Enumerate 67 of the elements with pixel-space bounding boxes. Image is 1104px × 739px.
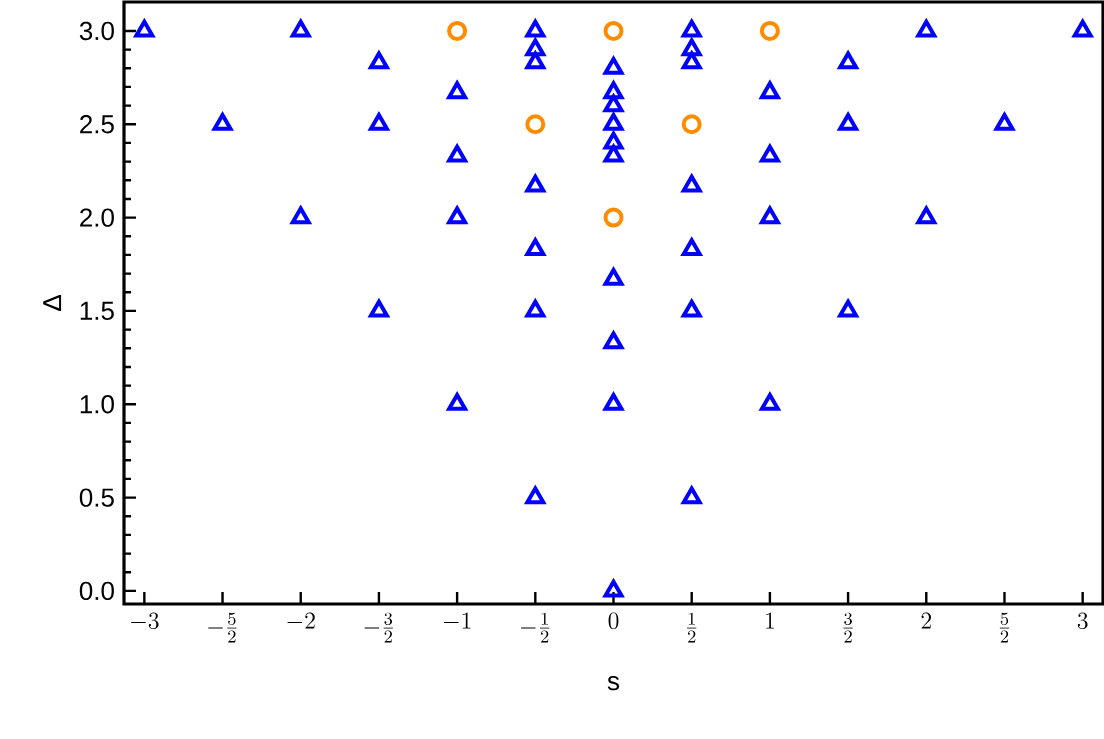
point (133, 17, 156, 38)
point (680, 172, 703, 193)
point (680, 17, 703, 38)
y-tick-label: 0.5 (79, 488, 114, 507)
x-tick-label: $-3$ (131, 612, 159, 630)
y-tick-label: 1.0 (80, 395, 114, 414)
point (368, 51, 389, 70)
point (759, 81, 780, 100)
point (525, 51, 546, 70)
y-tick-label: 1.5 (80, 301, 114, 320)
point (681, 51, 702, 70)
point (916, 206, 937, 225)
point (681, 238, 702, 256)
x-tick-label: $3$ (1077, 612, 1088, 630)
point (603, 331, 624, 350)
x-tick-label: $-\frac{5}{2}$ (208, 612, 237, 643)
point (759, 206, 780, 225)
point (524, 172, 547, 193)
y-tick-label: 0.0 (79, 581, 114, 601)
point (680, 297, 703, 318)
point (525, 38, 546, 57)
point (915, 17, 938, 38)
x-tick-label: $\frac{1}{2}$ (687, 612, 697, 643)
point (603, 20, 624, 41)
point (368, 113, 389, 131)
x-tick-label: $\frac{5}{2}$ (999, 612, 1010, 643)
x-tick-label: $-\frac{3}{2}$ (364, 612, 393, 643)
point (603, 113, 624, 131)
point (447, 20, 468, 41)
point (681, 38, 702, 57)
point (447, 81, 468, 100)
point (1071, 17, 1094, 38)
point (212, 113, 233, 131)
x-tick-label: $-1$ (443, 612, 471, 629)
point (602, 142, 625, 163)
point (603, 57, 624, 75)
point (603, 393, 624, 411)
point (838, 113, 859, 131)
point (524, 17, 547, 38)
point (524, 297, 547, 318)
point (290, 206, 311, 225)
point (289, 17, 312, 38)
x-tick-label: $-2$ (287, 612, 315, 629)
point (525, 486, 546, 505)
y-tick-label: 2.5 (80, 115, 114, 134)
x-tick-label: $0$ (608, 612, 619, 630)
point (759, 393, 780, 411)
x-tick-label: $2$ (921, 612, 931, 629)
point (447, 393, 468, 411)
x-tick-label: $-\frac{1}{2}$ (520, 612, 550, 643)
y-axis-title: Δ (43, 295, 62, 311)
point (603, 267, 624, 286)
point (759, 20, 780, 41)
point (603, 94, 624, 113)
y-tick-label: 3.0 (79, 21, 114, 41)
point (602, 577, 625, 598)
point (525, 238, 546, 256)
point (603, 131, 624, 150)
x-axis-title: s (607, 676, 620, 691)
point (994, 113, 1015, 131)
point (447, 206, 468, 225)
x-tick-label: $1$ (766, 612, 774, 629)
point (681, 486, 702, 505)
point (838, 51, 859, 70)
x-tick-label: $\frac{3}{2}$ (843, 612, 853, 643)
point (603, 81, 624, 100)
y-tick-label: 2.0 (80, 208, 114, 227)
